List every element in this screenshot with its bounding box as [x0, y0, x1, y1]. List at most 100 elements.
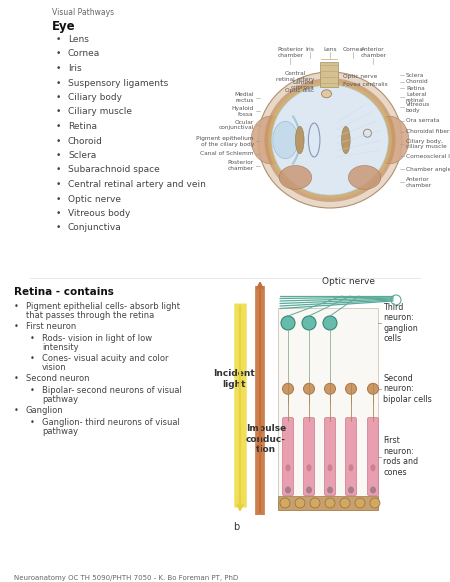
Text: Eye: Eye [52, 20, 76, 33]
Text: •: • [56, 79, 61, 87]
Text: •: • [56, 122, 61, 131]
Text: •: • [56, 223, 61, 232]
Ellipse shape [327, 487, 333, 494]
Circle shape [370, 498, 380, 508]
Text: Ganglion: Ganglion [26, 406, 63, 415]
Circle shape [323, 316, 337, 330]
Ellipse shape [285, 464, 291, 471]
Text: Sclera: Sclera [68, 151, 96, 160]
Text: •: • [56, 165, 61, 175]
Text: Medial
rectus: Medial rectus [234, 93, 254, 103]
Text: Vitreous
body: Vitreous body [406, 102, 430, 113]
Text: Cones- visual acuity and color: Cones- visual acuity and color [42, 354, 168, 363]
Text: Lens: Lens [68, 35, 89, 44]
Text: Chamber angle: Chamber angle [406, 166, 450, 172]
Text: Retina: Retina [68, 122, 97, 131]
Ellipse shape [370, 487, 376, 494]
Ellipse shape [251, 116, 291, 164]
Text: Lateral
retinal: Lateral retinal [406, 92, 427, 102]
Text: Optic nerve: Optic nerve [321, 277, 374, 286]
Text: •: • [14, 374, 19, 383]
Text: Choroid: Choroid [68, 137, 103, 146]
Text: Bipolar- second neurons of visual: Bipolar- second neurons of visual [42, 386, 182, 395]
Text: Iris: Iris [306, 47, 314, 52]
Ellipse shape [279, 165, 312, 189]
FancyBboxPatch shape [324, 418, 336, 495]
Text: Second
neuron:
bipolar cells: Second neuron: bipolar cells [383, 374, 432, 404]
Text: Posterior
chamber: Posterior chamber [228, 161, 254, 171]
FancyBboxPatch shape [283, 418, 293, 495]
Circle shape [346, 384, 356, 394]
FancyBboxPatch shape [278, 308, 378, 510]
Ellipse shape [308, 123, 320, 157]
Text: Ciliary body,
ciliary muscle: Ciliary body, ciliary muscle [406, 139, 447, 150]
Text: Ganglion- third neurons of visual: Ganglion- third neurons of visual [42, 418, 180, 427]
Text: Retina - contains: Retina - contains [14, 287, 114, 297]
Text: Central retinal artery and vein: Central retinal artery and vein [68, 180, 206, 189]
Text: Lens: Lens [323, 47, 337, 52]
FancyBboxPatch shape [320, 62, 338, 87]
Text: •: • [56, 209, 61, 218]
Text: First neuron: First neuron [26, 322, 76, 331]
Ellipse shape [296, 126, 304, 154]
Ellipse shape [265, 78, 396, 202]
FancyBboxPatch shape [303, 418, 315, 495]
Ellipse shape [306, 464, 311, 471]
Circle shape [283, 384, 293, 394]
Text: Cornea: Cornea [342, 47, 364, 52]
Text: •: • [56, 35, 61, 44]
Text: First
neuron:
rods and
cones: First neuron: rods and cones [383, 436, 418, 477]
Text: Ciliary body: Ciliary body [68, 93, 122, 102]
Text: •: • [30, 354, 35, 363]
Ellipse shape [322, 90, 332, 98]
Ellipse shape [258, 72, 402, 208]
FancyBboxPatch shape [346, 418, 356, 495]
Ellipse shape [348, 487, 354, 494]
Text: Rods- vision in light of low: Rods- vision in light of low [42, 334, 152, 343]
Text: •: • [30, 334, 35, 343]
Text: vision: vision [42, 363, 67, 372]
Text: •: • [56, 49, 61, 59]
Text: Cornea: Cornea [68, 49, 100, 59]
Circle shape [355, 498, 365, 508]
Circle shape [302, 316, 316, 330]
Ellipse shape [348, 464, 354, 471]
Text: Incident
light: Incident light [213, 370, 255, 389]
Text: Central
retinal artery: Central retinal artery [276, 72, 315, 82]
Text: •: • [56, 64, 61, 73]
Text: Hyaloid
fossa: Hyaloid fossa [232, 106, 254, 117]
Circle shape [303, 384, 315, 394]
Text: Optic disc: Optic disc [285, 88, 315, 93]
Text: •: • [14, 302, 19, 311]
Text: Canal of Schlemm: Canal of Schlemm [200, 151, 254, 156]
Text: Ciliary muscle: Ciliary muscle [68, 108, 132, 116]
Ellipse shape [273, 121, 298, 159]
Text: Anterior
chamber: Anterior chamber [360, 47, 386, 58]
Text: •: • [30, 386, 35, 395]
Text: •: • [14, 406, 19, 415]
Text: •: • [14, 322, 19, 331]
Text: Conjunctiva: Conjunctiva [68, 223, 122, 232]
Text: •: • [56, 108, 61, 116]
Ellipse shape [285, 487, 291, 494]
Text: pathway: pathway [42, 395, 78, 404]
Circle shape [340, 498, 350, 508]
Text: Subarachnoid space: Subarachnoid space [68, 165, 160, 175]
Text: Posterior
chamber: Posterior chamber [277, 47, 303, 58]
FancyBboxPatch shape [278, 496, 378, 510]
Ellipse shape [272, 85, 388, 195]
Circle shape [310, 498, 320, 508]
Ellipse shape [306, 487, 312, 494]
Text: Vitreous body: Vitreous body [68, 209, 130, 218]
Ellipse shape [328, 464, 333, 471]
Text: b: b [233, 522, 239, 532]
Ellipse shape [348, 165, 381, 189]
Text: •: • [56, 194, 61, 204]
Text: Fovea centralis: Fovea centralis [342, 82, 387, 87]
Text: that passes through the retina: that passes through the retina [26, 311, 154, 320]
Text: Pigment epithelium
of the ciliary body: Pigment epithelium of the ciliary body [196, 136, 254, 147]
Circle shape [325, 498, 335, 508]
Text: Optic nerve: Optic nerve [68, 194, 121, 204]
Text: Choroid: Choroid [406, 79, 428, 84]
Text: Optic nerve: Optic nerve [342, 74, 377, 79]
